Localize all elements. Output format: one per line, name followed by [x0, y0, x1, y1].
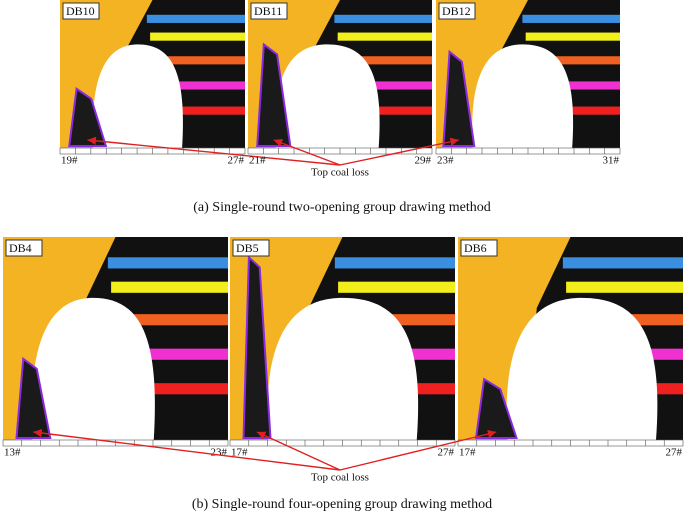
marker-layer [153, 81, 245, 90]
ruler-end: 27# [228, 155, 245, 167]
annotation: Top coal loss [311, 167, 369, 179]
label-box [62, 2, 100, 20]
marker-layer [107, 257, 228, 269]
arrow [87, 136, 341, 166]
marker-layer [113, 314, 228, 326]
marker-layer [334, 14, 432, 23]
marker-layer [338, 106, 432, 115]
arrow [339, 429, 497, 471]
marker-layer [566, 281, 683, 293]
marker-layer [152, 56, 245, 65]
drawn-opening [472, 44, 574, 148]
top-coal-loss [442, 49, 476, 147]
panel-label: DB4 [9, 241, 32, 255]
marker-layer [528, 81, 620, 90]
panel-label: DB11 [254, 4, 282, 18]
ruler-end: 27# [666, 447, 683, 459]
marker-layer [528, 56, 620, 65]
marker-layer [150, 32, 245, 41]
ruler-end: 27# [438, 447, 455, 459]
marker-layer [334, 257, 455, 269]
label-box [460, 239, 498, 257]
drawn-opening [267, 297, 419, 440]
label-box [5, 239, 43, 257]
drawn-opening [506, 297, 658, 440]
ruler-start: 21# [249, 155, 266, 167]
marker-layer [151, 106, 245, 115]
drawn-opening [31, 297, 155, 440]
ruler-end: 29# [415, 155, 432, 167]
label-box [250, 2, 288, 20]
caption: (b) Single-round four-opening group draw… [192, 497, 492, 512]
panel-label: DB6 [464, 241, 487, 255]
arrow [273, 139, 341, 166]
marker-layer [338, 281, 455, 293]
ruler-start: 23# [437, 155, 454, 167]
drawn-opening [274, 44, 380, 148]
marker-layer [340, 314, 455, 326]
top-coal-loss [15, 356, 52, 439]
ruler-start: 19# [61, 155, 78, 167]
ruler-end: 31# [603, 155, 620, 167]
marker-layer [340, 56, 432, 65]
marker-layer [337, 32, 432, 41]
arrow [33, 428, 341, 471]
label-box [438, 2, 476, 20]
arrow [256, 431, 341, 471]
marker-layer [340, 81, 432, 90]
arrow [339, 137, 459, 166]
marker-layer [562, 257, 683, 269]
top-coal-loss [474, 377, 518, 439]
ruler-start: 17# [231, 447, 248, 459]
marker-layer [112, 383, 228, 395]
annotation: Top coal loss [311, 472, 369, 484]
marker-layer [525, 32, 620, 41]
marker-layer [111, 281, 228, 293]
marker-layer [146, 14, 245, 23]
marker-layer [526, 106, 620, 115]
drawn-opening [92, 44, 183, 148]
panel-label: DB12 [442, 4, 471, 18]
panel-label: DB5 [236, 241, 259, 255]
panel-label: DB10 [66, 4, 95, 18]
ruler-start: 13# [4, 447, 21, 459]
marker-layer [522, 14, 620, 23]
ruler-end: 23# [211, 447, 228, 459]
marker-layer [114, 348, 228, 360]
caption: (a) Single-round two-opening group drawi… [193, 200, 490, 215]
top-coal-loss [68, 87, 108, 147]
label-box [232, 239, 270, 257]
ruler-start: 17# [459, 447, 476, 459]
